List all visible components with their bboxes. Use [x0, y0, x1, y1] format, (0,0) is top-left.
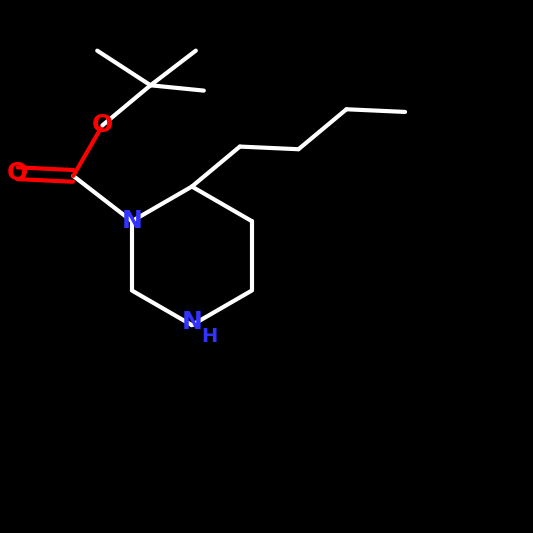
Text: N: N [122, 209, 142, 233]
Text: N: N [181, 310, 203, 335]
Text: O: O [6, 161, 28, 185]
Text: O: O [92, 113, 113, 138]
Text: H: H [201, 327, 217, 346]
